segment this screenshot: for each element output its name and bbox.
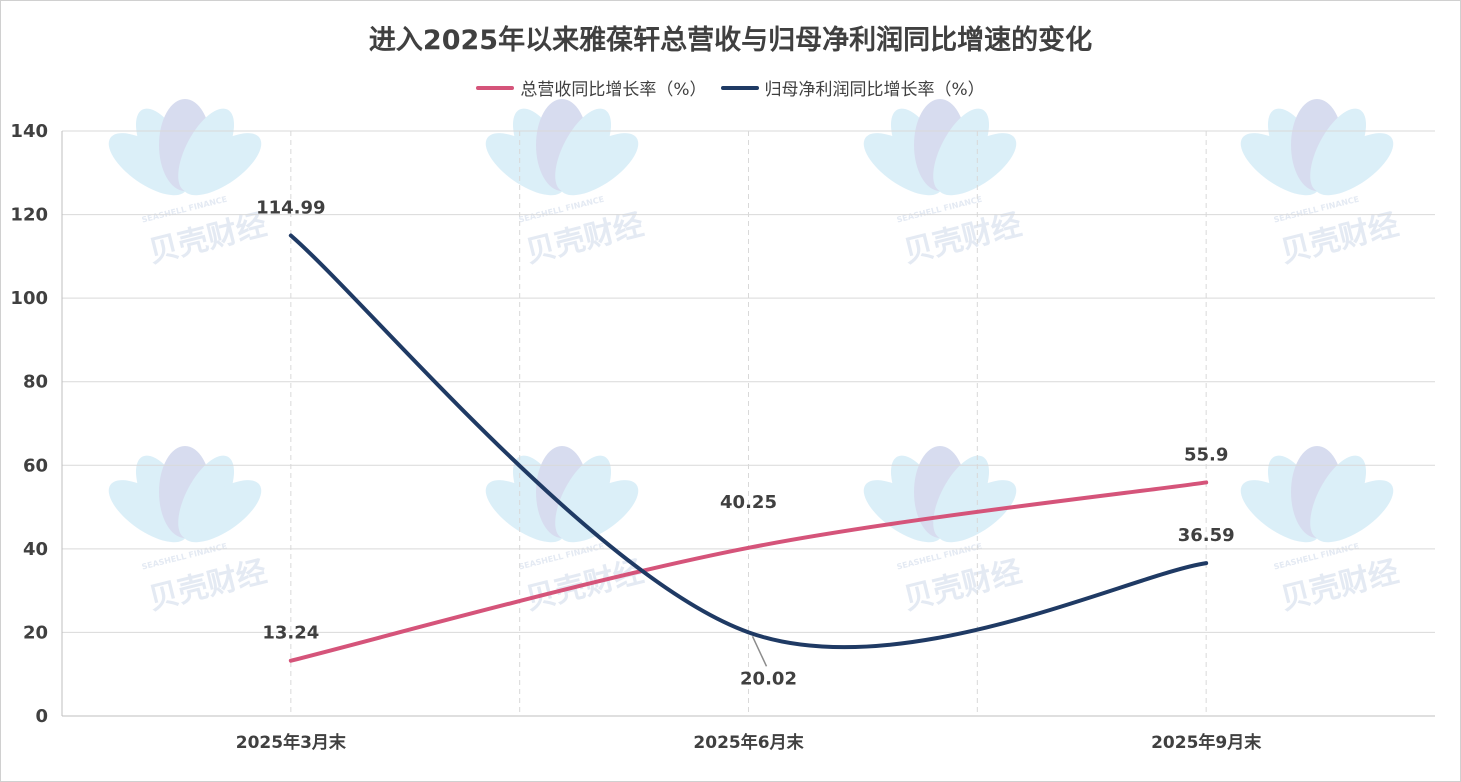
watermark-petal (1314, 133, 1394, 196)
watermark-petal (559, 480, 639, 543)
chart-title: 进入2025年以来雅葆轩总营收与归母净利润同比增速的变化 (368, 25, 1093, 56)
legend-swatch-revenue (476, 85, 515, 90)
y-tick-label: 140 (10, 121, 48, 142)
legend-item-profit: 归母净利润同比增长率（%） (720, 75, 985, 100)
y-tick-label: 40 (23, 539, 48, 560)
y-tick-label: 20 (23, 622, 48, 643)
data-label: 55.9 (1184, 444, 1228, 465)
data-label: 36.59 (1178, 525, 1235, 546)
legend-swatch-profit (720, 85, 759, 90)
legend: 总营收同比增长率（%） 归母净利润同比增长率（%） (0, 75, 1461, 100)
y-tick-label: 100 (10, 288, 48, 309)
data-label: 13.24 (262, 623, 319, 644)
x-tick-label: 2025年9月末 (1151, 732, 1262, 753)
x-tick-label: 2025年3月末 (236, 732, 347, 753)
legend-label-profit: 归母净利润同比增长率（%） (764, 80, 985, 100)
watermark-petal (1314, 480, 1394, 543)
y-tick-label: 120 (10, 205, 48, 226)
watermark-petal (559, 133, 639, 196)
legend-label-revenue: 总营收同比增长率（%） (520, 80, 707, 100)
legend-item-revenue: 总营收同比增长率（%） (476, 75, 707, 100)
data-label: 114.99 (256, 198, 325, 219)
watermark-petal (182, 133, 262, 196)
data-label: 20.02 (740, 668, 797, 689)
leader-line (751, 636, 768, 667)
data-label: 40.25 (720, 492, 777, 513)
series-line-profit (288, 233, 1209, 650)
x-tick-label: 2025年6月末 (693, 732, 804, 753)
watermark-petal (182, 480, 262, 543)
series-line-revenue (288, 480, 1209, 663)
y-tick-label: 80 (23, 372, 48, 393)
y-tick-label: 60 (23, 455, 48, 476)
watermark-petal (937, 133, 1017, 196)
y-tick-label: 0 (35, 706, 48, 727)
